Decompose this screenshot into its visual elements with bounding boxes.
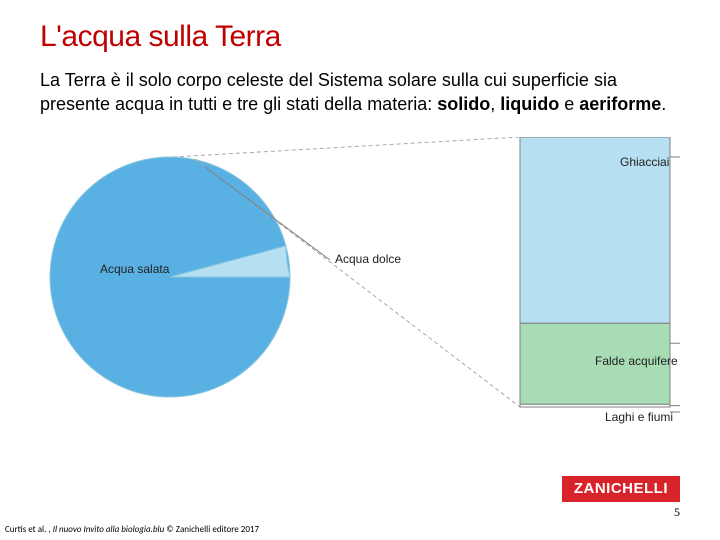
label-laghi: Laghi e fiumi <box>605 410 673 424</box>
body-sep1: , <box>490 94 500 114</box>
footer-title: Il nuovo Invito alla biologia.blu <box>53 524 165 535</box>
body-bold-liquido: liquido <box>500 94 559 114</box>
footer-tail: © Zanichelli editore 2017 <box>164 524 259 535</box>
label-acqua-salata: Acqua salata <box>100 262 169 276</box>
brand-logo: ZANICHELLI <box>562 476 680 502</box>
footer-authors: Curtis et al. , <box>5 524 53 535</box>
slide-title: L'acqua sulla Terra <box>40 20 680 54</box>
page-number: 5 <box>674 505 680 520</box>
body-paragraph: La Terra è il solo corpo celeste del Sis… <box>40 68 680 117</box>
water-figure: Acqua salata Acqua dolce Ghiacciai Falde… <box>40 137 680 427</box>
body-bold-aeriforme: aeriforme <box>579 94 661 114</box>
label-falde: Falde acquifere <box>595 354 678 368</box>
label-acqua-dolce: Acqua dolce <box>335 252 401 266</box>
body-sep2: e <box>559 94 579 114</box>
footer-citation: Curtis et al. , Il nuovo Invito alla bio… <box>5 524 259 535</box>
body-tail: . <box>661 94 666 114</box>
body-bold-solido: solido <box>437 94 490 114</box>
slide: L'acqua sulla Terra La Terra è il solo c… <box>0 0 720 540</box>
figure-svg <box>40 137 680 427</box>
label-ghiacciai: Ghiacciai <box>620 155 669 169</box>
